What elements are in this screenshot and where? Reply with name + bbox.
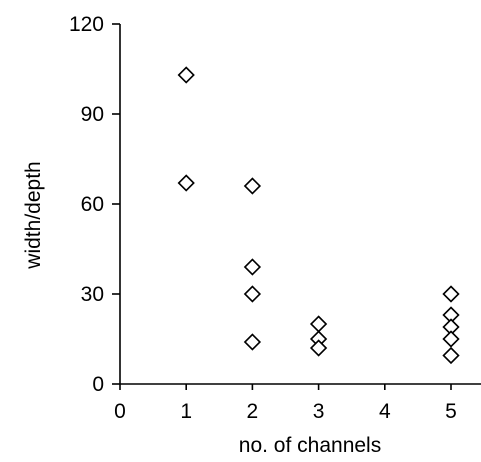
- data-point-marker: [243, 177, 262, 195]
- y-axis-label: width/depth: [22, 161, 45, 269]
- x-axis-label: no. of channels: [239, 434, 381, 457]
- data-point-marker: [177, 174, 195, 192]
- x-tick-label: 1: [180, 400, 192, 423]
- data-point-marker: [243, 285, 262, 303]
- y-tick-label: 120: [69, 13, 104, 36]
- data-markers: [177, 66, 460, 365]
- data-point-marker: [309, 315, 328, 333]
- y-tick-label: 90: [81, 103, 104, 126]
- y-tick-label: 30: [81, 283, 104, 306]
- data-point-marker: [309, 339, 328, 357]
- x-tick-label: 5: [445, 400, 457, 423]
- data-point-marker: [442, 346, 460, 365]
- data-point-marker: [243, 258, 262, 276]
- y-tick-label: 0: [92, 373, 104, 396]
- x-tick-label: 4: [379, 400, 391, 423]
- x-tick-label: 0: [114, 400, 126, 423]
- data-point-marker: [177, 66, 195, 84]
- x-axis-ticks: 0 1 2 3 4 5: [114, 384, 457, 423]
- plot-area: [119, 24, 481, 385]
- data-point-marker: [442, 330, 460, 348]
- x-tick-label: 3: [313, 400, 325, 423]
- y-axis-ticks: 0 30 60 90 120: [69, 13, 120, 396]
- data-point-marker: [243, 333, 262, 351]
- y-tick-label: 60: [81, 193, 104, 216]
- data-point-marker: [442, 285, 460, 303]
- x-tick-label: 2: [247, 400, 259, 423]
